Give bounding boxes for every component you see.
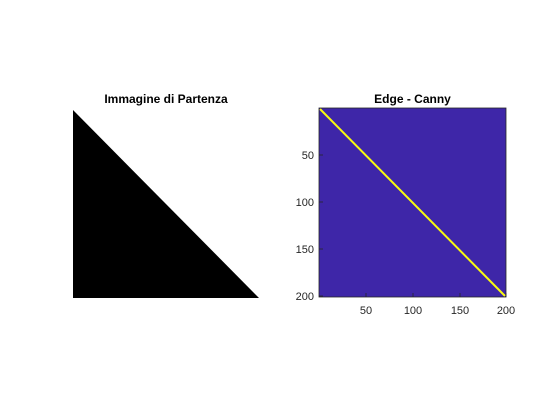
left-subplot: Immagine di Partenza xyxy=(73,92,259,298)
y-axis: 50 100 150 200 xyxy=(296,150,323,303)
x-tick-label: 200 xyxy=(497,305,515,317)
axes-box xyxy=(318,107,507,298)
y-tick-label: 100 xyxy=(296,197,314,209)
x-tick-label: 50 xyxy=(360,305,372,317)
right-subplot-title: Edge - Canny xyxy=(374,92,451,106)
right-subplot: Edge - Canny 50 100 150 200 xyxy=(282,92,522,322)
x-axis: 50 100 150 200 xyxy=(360,293,515,317)
black-triangle xyxy=(73,110,259,298)
diagonal-edge-line xyxy=(319,108,506,297)
left-subplot-title: Immagine di Partenza xyxy=(104,92,228,106)
x-tick-label: 100 xyxy=(404,305,422,317)
y-tick-label: 50 xyxy=(302,150,314,162)
y-tick-label: 200 xyxy=(296,291,314,303)
right-image-axes: 50 100 150 200 50 100 150 200 xyxy=(296,107,515,317)
x-tick-label: 150 xyxy=(451,305,469,317)
y-tick-label: 150 xyxy=(296,244,314,256)
left-image-canvas xyxy=(73,110,259,298)
